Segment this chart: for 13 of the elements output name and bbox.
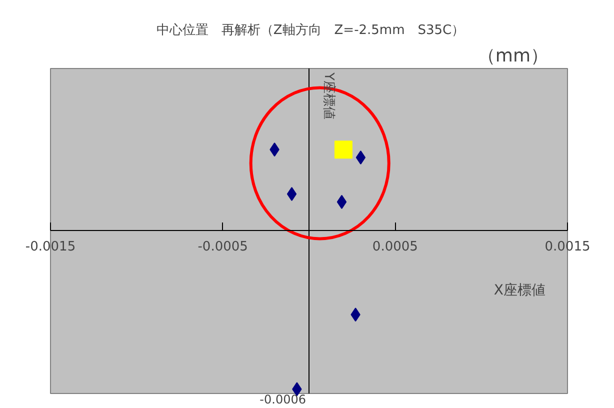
x-tick-label: -0.0015 — [25, 240, 76, 254]
x-tick-label: 0.0005 — [372, 240, 418, 254]
text: -0.0006 — [260, 392, 306, 406]
x-tick-label: -0.0005 — [198, 240, 248, 254]
point — [334, 140, 352, 159]
text: （mm） — [477, 46, 549, 66]
y-axis-title: Y座標値 — [321, 72, 337, 120]
x-axis-title: X座標値 — [494, 282, 546, 298]
point — [336, 194, 347, 209]
chart-title: 中心位置 再解析（Z軸方向 Z=-2.5mm S35C） — [156, 22, 465, 38]
point — [286, 187, 297, 201]
x-tick-label: 0.0015 — [544, 240, 590, 254]
point — [356, 150, 366, 164]
